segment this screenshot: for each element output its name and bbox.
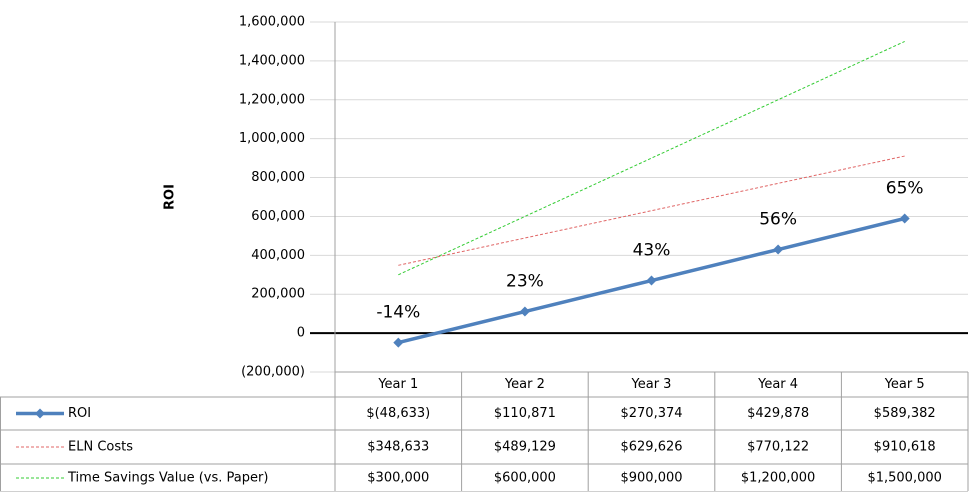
marker xyxy=(646,275,657,286)
table-cell: $(48,633) xyxy=(366,406,430,421)
table-cell: $1,200,000 xyxy=(741,471,815,486)
table-cell: $489,129 xyxy=(494,440,556,455)
x-tick-label: Year 3 xyxy=(631,377,672,392)
data-label: 23% xyxy=(506,272,544,292)
y-tick-label: 1,200,000 xyxy=(239,92,305,107)
table-cell: $629,626 xyxy=(620,440,682,455)
table-cell: $900,000 xyxy=(620,471,682,486)
y-axis-title: ROI xyxy=(163,184,178,210)
x-tick-label: Year 1 xyxy=(377,377,418,392)
marker xyxy=(393,337,404,348)
data-label: 56% xyxy=(759,210,797,230)
y-tick-label: 400,000 xyxy=(251,248,305,263)
data-label: 65% xyxy=(886,179,924,199)
marker xyxy=(519,306,530,317)
y-tick-label: 1,400,000 xyxy=(239,53,305,68)
y-tick-label: (200,000) xyxy=(241,365,305,380)
table-cell: $110,871 xyxy=(494,406,556,421)
table-cell: $429,878 xyxy=(747,406,809,421)
x-tick-label: Year 5 xyxy=(884,377,925,392)
y-tick-label: 0 xyxy=(297,326,305,341)
y-tick-label: 600,000 xyxy=(251,209,305,224)
table-cell: $270,374 xyxy=(620,406,682,421)
legend-label: ROI xyxy=(68,406,91,421)
table-cell: $589,382 xyxy=(874,406,936,421)
table-cell: $770,122 xyxy=(747,440,809,455)
marker xyxy=(773,244,784,255)
table-cell: $348,633 xyxy=(367,440,429,455)
table-cell: $300,000 xyxy=(367,471,429,486)
y-tick-label: 200,000 xyxy=(251,287,305,302)
legend-label: Time Savings Value (vs. Paper) xyxy=(67,471,268,486)
y-tick-label: 800,000 xyxy=(251,170,305,185)
series-line xyxy=(398,155,905,266)
data-label: -14% xyxy=(376,303,420,323)
data-label: 43% xyxy=(633,241,671,261)
legend-marker xyxy=(35,408,45,419)
table-cell: $910,618 xyxy=(874,440,936,455)
x-tick-label: Year 4 xyxy=(757,377,798,392)
marker xyxy=(899,213,910,224)
table-cell: $600,000 xyxy=(494,471,556,486)
table-cell: $1,500,000 xyxy=(867,471,941,486)
y-tick-label: 1,600,000 xyxy=(239,15,305,30)
x-tick-label: Year 2 xyxy=(504,377,545,392)
series-line xyxy=(398,40,905,276)
y-tick-label: 1,000,000 xyxy=(239,131,305,146)
legend-label: ELN Costs xyxy=(68,440,133,455)
